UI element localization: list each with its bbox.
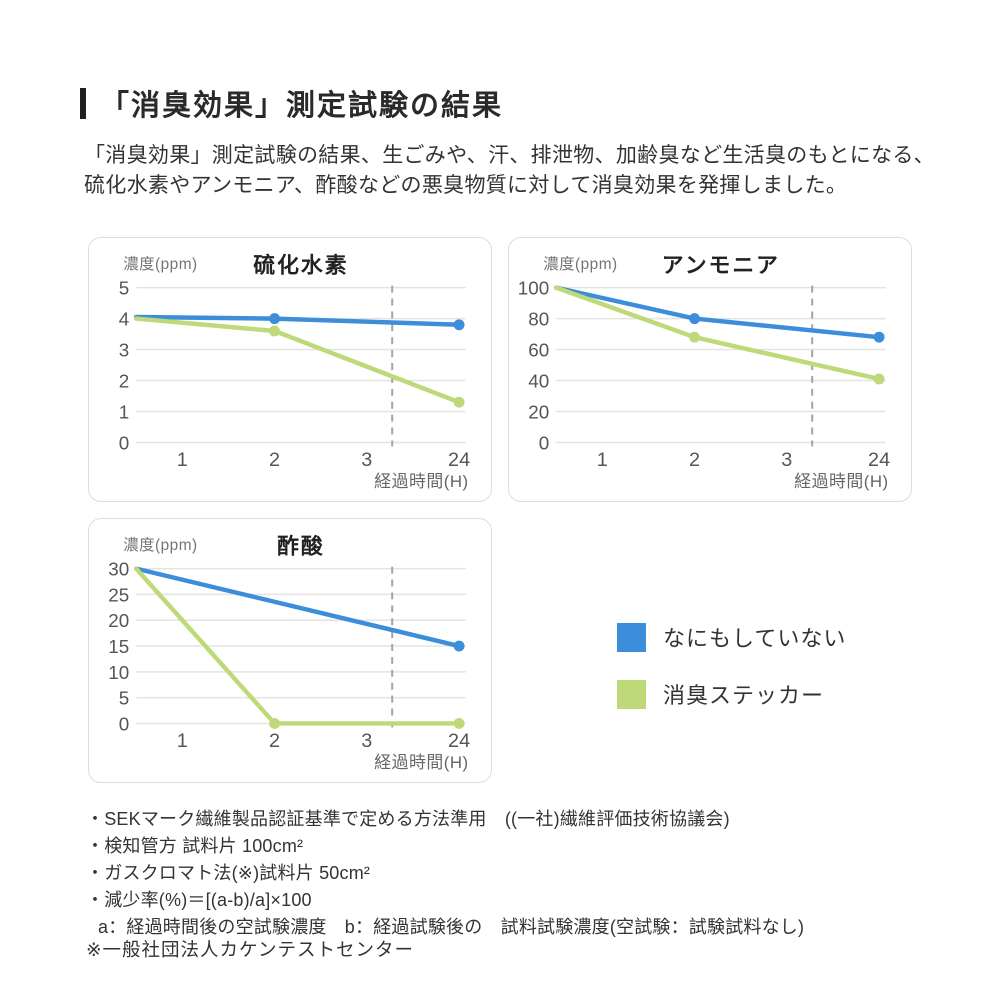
chart-title: アンモニア [662, 253, 780, 278]
data-point-green [269, 325, 281, 337]
data-point-blue [689, 313, 701, 325]
y-axis-unit-label: 濃度(ppm) [123, 536, 197, 554]
y-tick-label: 4 [119, 309, 129, 330]
data-point-blue [873, 331, 885, 343]
y-tick-label: 0 [119, 432, 129, 453]
chart-card-hydrogen-sulfide: 0 1 2 3 4 5 1 2 3 24 濃度(ppm) 硫化水素経過時間(H) [88, 237, 492, 502]
page-header: 「消臭効果」測定試験の結果 [80, 82, 503, 124]
y-tick-label: 1 [119, 401, 129, 422]
chart-card-ammonia: 0 20 40 60 80 100 1 2 3 24 濃度(ppm) アンモニア経過時間(H) [508, 237, 912, 502]
y-tick-label: 10 [108, 662, 129, 683]
y-axis-unit-label: 濃度(ppm) [543, 255, 617, 273]
y-tick-label: 20 [108, 610, 129, 631]
legend-item-untreated: なにもしていない [617, 621, 846, 653]
x-tick-label: 1 [177, 449, 188, 471]
intro-paragraph: 「消臭効果」測定試験の結果、生ごみや、汗、排泄物、加齢臭など生活臭のもとになる、… [84, 141, 935, 201]
legend-swatch-green [617, 679, 646, 709]
chart-title: 酢酸 [277, 534, 325, 559]
chart-card-acetic-acid: 0 5 10 15 20 25 30 1 2 3 24 濃度(ppm) 酢酸経過時間(H) [88, 518, 492, 783]
y-tick-label: 80 [528, 309, 549, 330]
data-point-green [269, 717, 281, 729]
y-axis-unit-label: 濃度(ppm) [123, 255, 197, 273]
y-tick-label: 40 [528, 370, 549, 391]
page-title: 「消臭効果」測定試験の結果 [100, 90, 504, 122]
y-tick-label: 20 [528, 401, 549, 422]
data-point-green [453, 396, 465, 408]
x-tick-label: 24 [868, 449, 890, 471]
data-point-blue [453, 319, 465, 331]
intro-line-2: 硫化水素やアンモニア、酢酸などの悪臭物質に対して消臭効果を発揮しました。 [84, 174, 848, 197]
legend-item-deodorant-sticker: 消臭ステッカー [617, 678, 846, 710]
x-tick-label: 2 [689, 449, 700, 471]
footnote-detector-tube: ・検知管方 試料片 100cm² [86, 836, 304, 856]
x-tick-label: 2 [269, 730, 280, 752]
data-point-blue [453, 640, 465, 652]
chart-title: 硫化水素 [253, 253, 348, 278]
intro-line-1: 「消臭効果」測定試験の結果、生ごみや、汗、排泄物、加齢臭など生活臭のもとになる、 [84, 144, 935, 167]
x-axis-label: 経過時間(H) [794, 472, 888, 491]
footnote-reduction-formula: ・減少率(%)＝[(a-b)/a]×100 [86, 890, 312, 910]
footnote-sek-standard: ・SEKマーク繊維製品認証基準で定める方法準用 ((一社)繊維評価技術協議会) [86, 809, 730, 829]
footnotes: ・SEKマーク繊維製品認証基準で定める方法準用 ((一社)繊維評価技術協議会) … [86, 806, 804, 941]
y-tick-label: 25 [108, 584, 129, 605]
x-tick-label: 3 [361, 449, 372, 471]
y-tick-label: 3 [119, 339, 129, 360]
y-tick-label: 30 [108, 559, 129, 580]
x-tick-label: 3 [361, 730, 372, 752]
y-tick-label: 0 [119, 713, 129, 734]
legend-swatch-blue [617, 622, 646, 652]
title-accent-bar [80, 87, 86, 119]
data-point-green [453, 717, 465, 729]
x-tick-label: 1 [597, 449, 608, 471]
x-tick-label: 2 [269, 449, 280, 471]
y-tick-label: 2 [119, 370, 129, 391]
data-point-blue [269, 313, 281, 325]
x-axis-label: 経過時間(H) [374, 472, 468, 491]
footnote-formula-terms: a：経過時間後の空試験濃度 b：経過試験後の 試料試験濃度(空試験：試験試料なし… [98, 917, 805, 937]
y-tick-label: 100 [518, 278, 549, 299]
certification-note: ※一般社団法人カケンテストセンター [86, 939, 414, 960]
series-line-blue [553, 285, 882, 340]
x-tick-label: 24 [448, 730, 470, 752]
series-line-blue [133, 566, 462, 649]
y-tick-label: 5 [119, 688, 129, 709]
y-tick-label: 60 [528, 339, 549, 360]
x-tick-label: 24 [448, 449, 470, 471]
x-axis-label: 経過時間(H) [374, 753, 468, 772]
data-point-green [689, 331, 701, 343]
series-line-green [133, 316, 462, 405]
legend-label-untreated: なにもしていない [663, 626, 847, 651]
y-tick-label: 15 [108, 636, 129, 657]
data-point-green [873, 373, 885, 385]
y-tick-label: 0 [539, 432, 549, 453]
legend-label-deodorant-sticker: 消臭ステッカー [663, 683, 825, 708]
y-tick-label: 5 [119, 278, 129, 299]
x-tick-label: 3 [781, 449, 792, 471]
chart-legend: なにもしていない 消臭ステッカー [617, 621, 846, 710]
x-tick-label: 1 [177, 730, 188, 752]
footnote-gas-chromatography: ・ガスクロマト法(※)試料片 50cm² [86, 863, 371, 883]
